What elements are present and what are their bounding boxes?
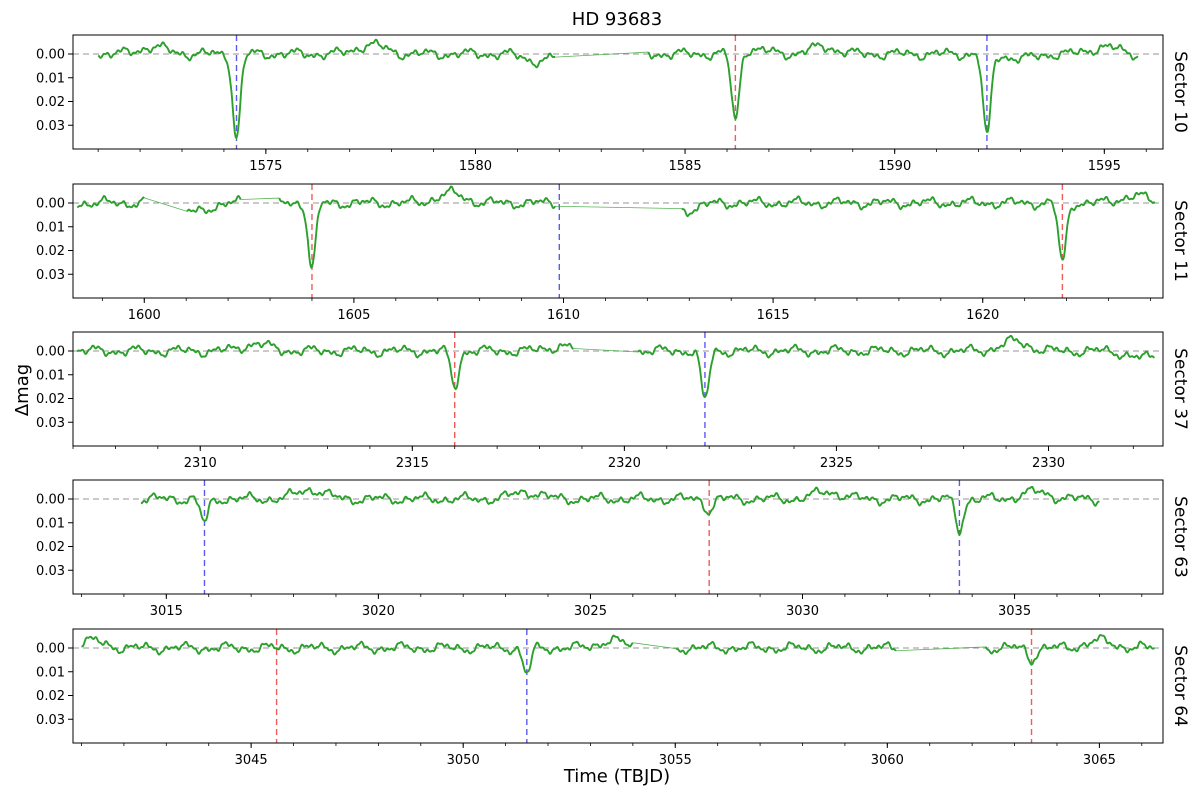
panel-sector-63: 0.00 0.01 0.02 0.03 3015 3020 3025 3030 3035 Sect… — [36, 479, 1190, 619]
sector-label: Sector 63 — [1170, 496, 1190, 578]
x-tick-label: 1610 — [547, 308, 580, 323]
x-tick-label: 1585 — [669, 159, 702, 174]
light-curve-series — [76, 334, 1155, 398]
x-tick-label: 2320 — [608, 456, 641, 471]
y-tick-label: 0.03 — [36, 268, 65, 283]
y-tick-label: 0.02 — [36, 392, 65, 407]
light-curve-line — [278, 185, 556, 269]
y-tick-label: 0.02 — [36, 244, 65, 259]
x-tick-label: 1600 — [128, 308, 161, 323]
light-curve-line — [77, 194, 145, 209]
panel-sector-37: 0.00 0.01 0.02 0.03 2310 2315 2320 2325 2330 Sect… — [36, 331, 1190, 471]
gap-bridge-line — [895, 646, 986, 652]
gap-bridge-line — [555, 205, 682, 210]
y-tick-label: 0.01 — [36, 220, 65, 235]
light-curve-line — [675, 640, 897, 655]
y-tick-label: 0.00 — [36, 345, 65, 360]
panel-sector-64: 0.00 0.01 0.02 0.03 3045 3050 3055 3060 3065 Sect… — [36, 628, 1190, 768]
gap-bridge-line — [240, 197, 280, 200]
x-tick-label: 3050 — [447, 753, 480, 768]
panel-sector-10: 0.00 0.01 0.02 0.03 1575 1580 1585 1590 1595 Sect… — [36, 34, 1190, 174]
light-curve-line — [681, 191, 1156, 261]
x-tick-label: 1620 — [966, 308, 999, 323]
light-curve-line — [97, 38, 556, 139]
gap-bridge-line — [632, 642, 677, 650]
y-tick-label: 0.02 — [36, 540, 65, 555]
light-curve-series — [97, 38, 1139, 139]
x-tick-label: 1590 — [878, 159, 911, 174]
x-tick-label: 3025 — [574, 604, 607, 619]
x-tick-label: 3035 — [998, 604, 1031, 619]
light-curve-line — [984, 634, 1155, 666]
sector-label: Sector 37 — [1170, 348, 1190, 430]
y-tick-label: 0.02 — [36, 95, 65, 110]
light-curve-line — [647, 42, 1139, 133]
y-tick-label: 0.01 — [36, 665, 65, 680]
x-tick-label: 2330 — [1032, 456, 1065, 471]
y-tick-label: 0.03 — [36, 713, 65, 728]
x-tick-label: 1580 — [459, 159, 492, 174]
y-tick-label: 0.00 — [36, 642, 65, 657]
panel-frame — [72, 479, 1164, 595]
x-tick-label: 1575 — [249, 159, 282, 174]
y-tick-label: 0.00 — [36, 48, 65, 63]
panel-frame — [72, 34, 1164, 150]
y-tick-label: 0.00 — [36, 493, 65, 508]
y-tick-label: 0.01 — [36, 516, 65, 531]
light-curve-line — [186, 195, 242, 215]
y-axis-label: Δmag — [12, 364, 33, 416]
x-axis-label: Time (TBJD) — [563, 766, 670, 787]
light-curve-line — [140, 485, 1100, 536]
light-curve-line — [76, 339, 574, 391]
x-tick-label: 2310 — [184, 456, 217, 471]
y-tick-label: 0.00 — [36, 197, 65, 212]
chart-title: HD 93683 — [572, 9, 662, 30]
x-tick-label: 2325 — [820, 456, 853, 471]
gap-bridge-line — [555, 51, 649, 58]
panel-sector-11: 0.00 0.01 0.02 0.03 1600 1605 1610 1615 1620 Sect… — [36, 183, 1190, 323]
panel-frame — [72, 183, 1164, 299]
light-curve-line — [637, 334, 1155, 398]
y-tick-label: 0.01 — [36, 71, 65, 86]
x-tick-label: 1615 — [757, 308, 790, 323]
light-curve-series — [77, 185, 1156, 269]
x-tick-label: 3065 — [1083, 753, 1116, 768]
light-curve-series — [140, 485, 1100, 536]
light-curve-series — [81, 634, 1155, 674]
gap-bridge-line — [573, 348, 638, 353]
light-curve-line — [81, 634, 634, 674]
x-tick-label: 3020 — [362, 604, 395, 619]
x-tick-label: 3015 — [150, 604, 183, 619]
x-tick-label: 3055 — [659, 753, 692, 768]
x-tick-label: 3060 — [871, 753, 904, 768]
sector-label: Sector 11 — [1170, 200, 1190, 282]
x-tick-label: 1605 — [337, 308, 370, 323]
y-tick-label: 0.03 — [36, 416, 65, 431]
x-tick-label: 2315 — [396, 456, 429, 471]
sector-label: Sector 64 — [1170, 645, 1190, 727]
sector-label: Sector 10 — [1170, 51, 1190, 133]
gap-bridge-line — [144, 197, 188, 212]
y-tick-label: 0.03 — [36, 564, 65, 579]
panel-frame — [72, 331, 1164, 447]
panels-container: 0.00 0.01 0.02 0.03 1575 1580 1585 1590 1595 Sect… — [36, 34, 1190, 768]
panel-frame — [72, 628, 1164, 744]
y-tick-label: 0.03 — [36, 119, 65, 134]
x-tick-label: 1595 — [1088, 159, 1121, 174]
y-tick-label: 0.02 — [36, 689, 65, 704]
x-tick-label: 3045 — [235, 753, 268, 768]
x-tick-label: 3030 — [786, 604, 819, 619]
y-tick-label: 0.01 — [36, 368, 65, 383]
